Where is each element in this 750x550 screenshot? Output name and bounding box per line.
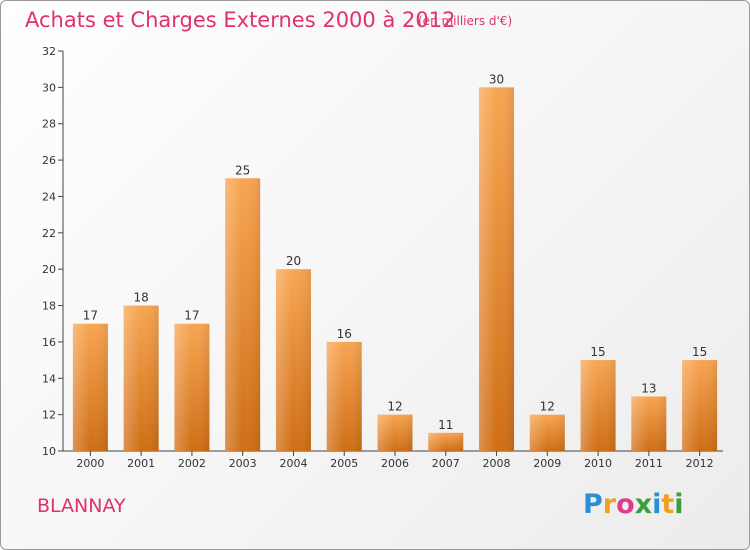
y-tick-label: 18 <box>42 300 56 313</box>
logo-letter: r <box>602 489 617 520</box>
x-tick-label-2008: 2008 <box>483 457 511 470</box>
bar-shade-2000 <box>72 323 108 451</box>
logo-letter: o <box>616 489 635 520</box>
y-tick-label: 30 <box>42 81 56 94</box>
data-label-2012: 15 <box>692 345 707 359</box>
bar-shade-2004 <box>275 269 311 451</box>
bar-shade-2005 <box>326 341 362 451</box>
x-tick-label-2002: 2002 <box>178 457 206 470</box>
y-tick-label: 14 <box>42 372 56 385</box>
x-tick-label-2003: 2003 <box>229 457 257 470</box>
x-tick-label-2011: 2011 <box>635 457 663 470</box>
proxiti-logo: Proxiti <box>583 489 684 520</box>
data-label-2009: 12 <box>540 400 555 414</box>
y-tick-label: 20 <box>42 263 56 276</box>
data-label-2008: 30 <box>489 72 504 86</box>
chart-subtitle: (en milliers d'€) <box>418 14 513 28</box>
bar-shade-2006 <box>377 414 413 451</box>
logo-letter: i <box>652 489 662 520</box>
town-name: BLANNAY <box>37 495 126 517</box>
x-tick-label-2000: 2000 <box>76 457 104 470</box>
x-tick-label-2007: 2007 <box>432 457 460 470</box>
logo-letter: x <box>634 489 653 520</box>
data-label-2002: 17 <box>184 309 199 323</box>
y-tick-label: 24 <box>42 190 56 203</box>
x-tick-label-2006: 2006 <box>381 457 409 470</box>
bar-shade-2007 <box>428 432 464 451</box>
y-tick-label: 32 <box>42 45 56 58</box>
bar-shade-2012 <box>682 360 718 451</box>
data-label-2001: 18 <box>134 291 149 305</box>
data-label-2006: 12 <box>387 400 402 414</box>
bar-shade-2009 <box>529 414 565 451</box>
y-tick-label: 28 <box>42 118 56 131</box>
data-label-2011: 13 <box>641 381 656 395</box>
x-tick-label-2012: 2012 <box>686 457 714 470</box>
bar-shade-2010 <box>580 360 616 451</box>
data-label-2005: 16 <box>337 327 352 341</box>
bar-shade-2001 <box>123 305 159 451</box>
y-tick-label: 10 <box>42 445 56 458</box>
logo-letter: P <box>583 489 603 520</box>
y-tick-label: 22 <box>42 227 56 240</box>
x-tick-label-2005: 2005 <box>330 457 358 470</box>
data-label-2003: 25 <box>235 163 250 177</box>
logo-letter: t <box>661 489 675 520</box>
x-tick-label-2001: 2001 <box>127 457 155 470</box>
data-label-2000: 17 <box>83 309 98 323</box>
y-tick-label: 16 <box>42 336 56 349</box>
x-tick-label-2010: 2010 <box>584 457 612 470</box>
data-label-2010: 15 <box>590 345 605 359</box>
bar-shade-2003 <box>225 178 261 452</box>
data-label-2007: 11 <box>438 418 453 432</box>
data-label-2004: 20 <box>286 254 301 268</box>
bar-shade-2002 <box>174 323 210 451</box>
x-tick-label-2004: 2004 <box>279 457 307 470</box>
y-tick-label: 26 <box>42 154 56 167</box>
x-tick-label-2009: 2009 <box>533 457 561 470</box>
bar-shade-2011 <box>631 396 667 451</box>
bar-shade-2008 <box>479 87 515 451</box>
y-tick-label: 12 <box>42 409 56 422</box>
logo-letter: i <box>674 489 684 520</box>
chart-title: Achats et Charges Externes 2000 à 2012 <box>25 8 456 32</box>
